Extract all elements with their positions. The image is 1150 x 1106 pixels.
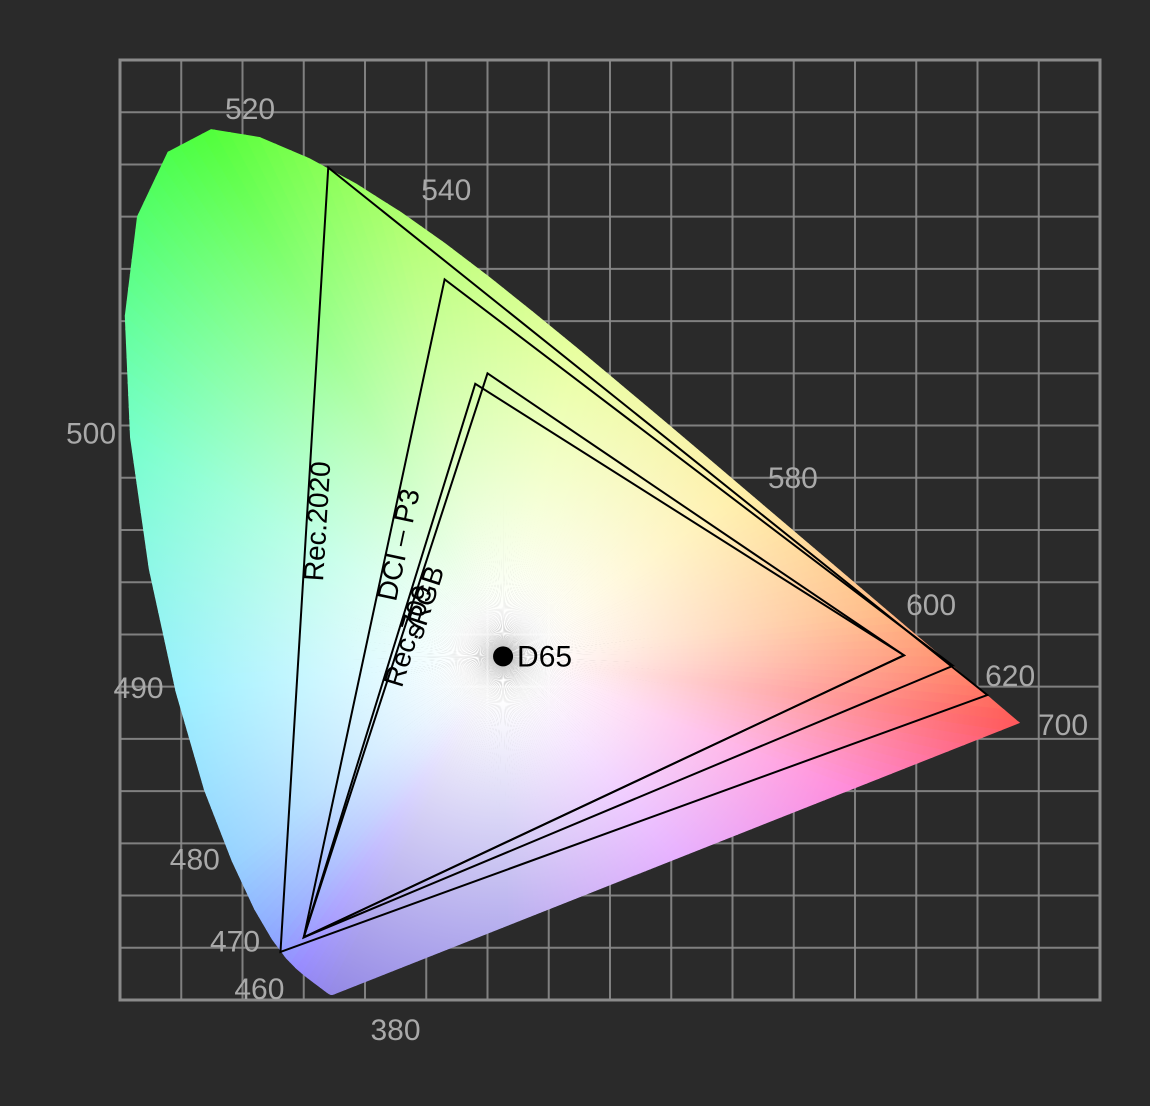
- wavelength-label-490: 490: [114, 672, 164, 705]
- wavelength-label-700: 700: [1038, 709, 1088, 742]
- wavelength-label-500: 500: [66, 418, 116, 451]
- diagram-svg: Rec.2020DCI – P3sRGBRec.709D653804604704…: [0, 0, 1150, 1106]
- whitepoint-marker: [493, 646, 513, 666]
- wavelength-label-380: 380: [371, 1014, 421, 1047]
- whitepoint-label: D65: [517, 640, 572, 673]
- wavelength-label-620: 620: [985, 660, 1035, 693]
- wavelength-label-580: 580: [768, 462, 818, 495]
- wavelength-label-540: 540: [421, 174, 471, 207]
- wavelength-label-480: 480: [170, 843, 220, 876]
- chromaticity-diagram: Rec.2020DCI – P3sRGBRec.709D653804604704…: [0, 0, 1150, 1106]
- wavelength-label-460: 460: [234, 973, 284, 1006]
- wavelength-label-600: 600: [906, 589, 956, 622]
- wavelength-label-520: 520: [225, 93, 275, 126]
- wavelength-label-470: 470: [210, 926, 260, 959]
